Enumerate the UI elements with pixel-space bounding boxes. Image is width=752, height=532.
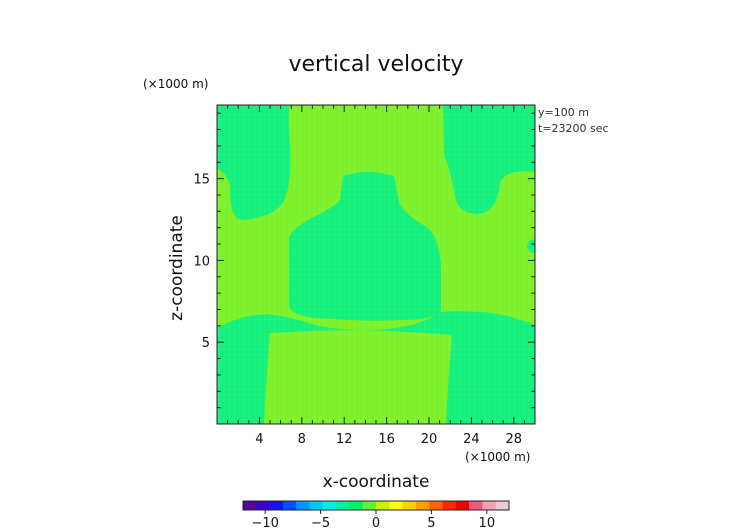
- colorbar-swatch: [442, 501, 457, 510]
- plot-info: y=100 m t=23200 sec: [538, 106, 609, 135]
- colorbar-swatch: [309, 501, 324, 510]
- x-axis-label: x-coordinate: [323, 472, 430, 492]
- y-tick-label: 5: [202, 336, 210, 351]
- info-line: t=23200 sec: [538, 122, 609, 135]
- colorbar-swatch: [402, 501, 417, 510]
- colorbar-tick-label: 0: [372, 516, 380, 531]
- y-axis-ticks: 5 10 15: [193, 112, 535, 409]
- colorbar-swatch: [282, 501, 297, 510]
- plot-area: [217, 105, 535, 424]
- colorbar-swatch: [469, 501, 483, 510]
- colorbar-tick-label: −10: [251, 516, 278, 531]
- colorbar-swatch: [336, 501, 350, 510]
- colorbar-swatch: [243, 501, 257, 510]
- chart-title: vertical velocity: [288, 52, 463, 77]
- colorbar-swatch: [429, 501, 443, 510]
- colorbar-tick-label: −5: [311, 516, 330, 531]
- colorbar-swatch: [415, 501, 430, 510]
- x-unit-label: (×1000 m): [465, 450, 530, 464]
- colorbar-swatch: [322, 501, 337, 510]
- colorbar-swatch: [269, 501, 284, 510]
- colorbar-swatch: [495, 501, 510, 510]
- x-axis-ticks: 4 8 12 16 20 24 28: [227, 105, 525, 447]
- colorbar-swatch: [455, 501, 470, 510]
- info-line: y=100 m: [538, 106, 589, 119]
- colorbar-swatch: [256, 501, 270, 510]
- x-tick-label: 12: [336, 432, 353, 447]
- colorbar-swatch: [376, 501, 390, 510]
- y-tick-label: 10: [193, 254, 210, 269]
- y-axis-label: z-coordinate: [167, 215, 187, 321]
- y-tick-label: 15: [193, 173, 210, 188]
- fine-grid: [217, 105, 535, 424]
- colorbar: [242, 500, 510, 511]
- x-tick-label: 16: [378, 432, 395, 447]
- colorbar-ticks: −10 −5 0 5 10: [251, 510, 495, 531]
- y-unit-label: (×1000 m): [143, 77, 208, 91]
- colorbar-swatch: [349, 501, 363, 510]
- colorbar-swatch: [362, 501, 377, 510]
- x-tick-label: 28: [506, 432, 523, 447]
- colorbar-swatch: [296, 501, 310, 510]
- colorbar-swatch: [389, 501, 403, 510]
- x-tick-label: 24: [463, 432, 480, 447]
- x-tick-label: 20: [421, 432, 438, 447]
- colorbar-swatch: [482, 501, 496, 510]
- colorbar-tick-label: 10: [479, 516, 496, 531]
- colorbar-tick-label: 5: [427, 516, 435, 531]
- x-tick-label: 8: [298, 432, 306, 447]
- x-tick-label: 4: [255, 432, 263, 447]
